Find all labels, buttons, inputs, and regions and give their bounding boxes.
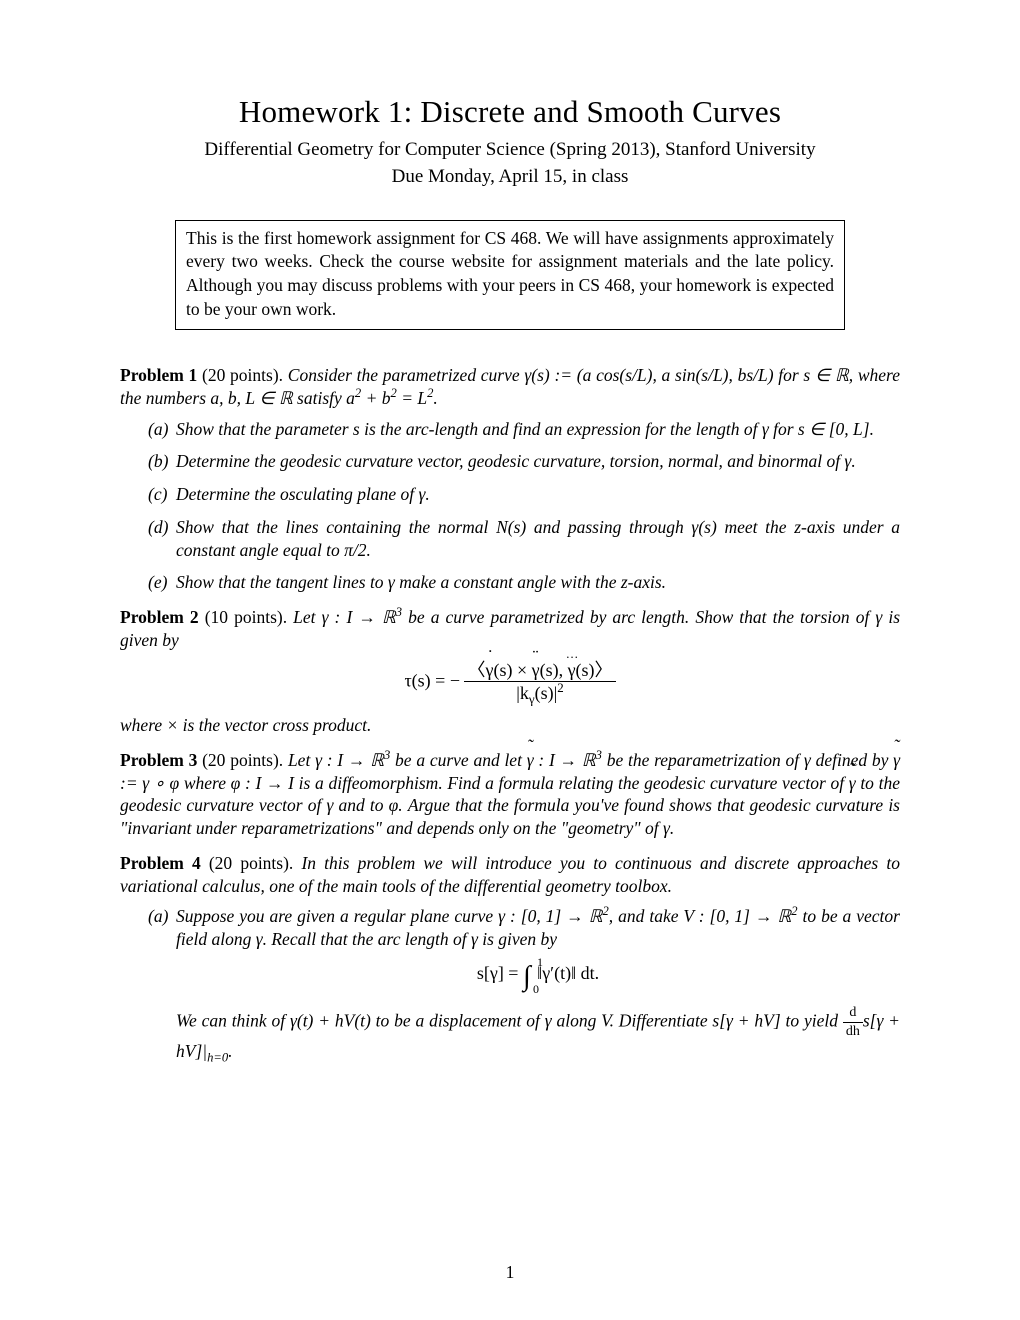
- d-dh-fraction: d dh: [843, 1005, 863, 1040]
- problem-4-parts: (a) Suppose you are given a regular plan…: [120, 905, 900, 1063]
- note-box: This is the first homework assignment fo…: [175, 220, 845, 331]
- problem-4-lead: Problem 4 (20 points). In this problem w…: [120, 852, 900, 898]
- subtitle: Differential Geometry for Computer Scien…: [120, 138, 900, 163]
- problem-1-b: (b)Determine the geodesic curvature vect…: [148, 450, 900, 473]
- problem-1-a: (a)Show that the parameter s is the arc-…: [148, 418, 900, 441]
- problem-4-a: (a) Suppose you are given a regular plan…: [148, 905, 900, 1063]
- problem-2-label: Problem 2: [120, 607, 199, 627]
- problem-1-lead: Problem 1 (20 points). Consider the para…: [120, 364, 900, 410]
- tau-fraction: 〈γ(s) × γ(s), γ(s)〉 |kγ(s)|2: [464, 660, 615, 704]
- problem-3-lead: Problem 3 (20 points). Let γ : I → ℝ3 be…: [120, 749, 900, 840]
- due-line: Due Monday, April 15, in class: [120, 165, 900, 190]
- problem-1-e: (e)Show that the tangent lines to γ make…: [148, 571, 900, 594]
- arc-length-equation: s[γ] = ∫ 1 0 ‖γ′(t)‖ dt.: [176, 959, 900, 995]
- integral-icon: ∫ 1 0: [523, 959, 531, 995]
- problem-1-label: Problem 1: [120, 365, 197, 385]
- problem-4-points: (20 points).: [209, 853, 293, 873]
- page-number: 1: [0, 1261, 1020, 1284]
- problem-3: Problem 3 (20 points). Let γ : I → ℝ3 be…: [120, 749, 900, 840]
- problem-2-lead: Problem 2 (10 points). Let γ : I → ℝ3 be…: [120, 606, 900, 652]
- problem-1-parts: (a)Show that the parameter s is the arc-…: [120, 418, 900, 595]
- problem-4-label: Problem 4: [120, 853, 201, 873]
- problem-3-label: Problem 3: [120, 750, 197, 770]
- problem-1: Problem 1 (20 points). Consider the para…: [120, 364, 900, 594]
- problem-3-points: (20 points).: [202, 750, 283, 770]
- page-title: Homework 1: Discrete and Smooth Curves: [120, 92, 900, 132]
- problem-1-points: (20 points).: [202, 365, 283, 385]
- problem-2-points: (10 points).: [205, 607, 287, 627]
- problem-1-c: (c)Determine the osculating plane of γ.: [148, 483, 900, 506]
- problem-2-equation: τ(s) = − 〈γ(s) × γ(s), γ(s)〉 |kγ(s)|2: [120, 660, 900, 704]
- problem-4: Problem 4 (20 points). In this problem w…: [120, 852, 900, 1063]
- problem-2-tail: where × is the vector cross product.: [120, 714, 900, 737]
- problem-1-d: (d)Show that the lines containing the no…: [148, 516, 900, 562]
- problem-2: Problem 2 (10 points). Let γ : I → ℝ3 be…: [120, 606, 900, 737]
